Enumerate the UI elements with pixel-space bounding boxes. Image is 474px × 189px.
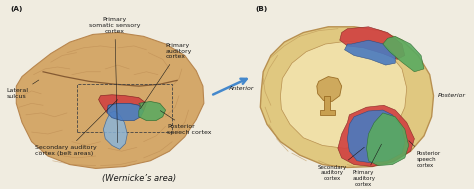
- Polygon shape: [260, 27, 434, 167]
- Polygon shape: [317, 77, 342, 101]
- Text: Posterior: Posterior: [438, 93, 466, 98]
- Bar: [77, 84, 172, 132]
- Polygon shape: [16, 33, 204, 168]
- Polygon shape: [319, 96, 335, 115]
- Text: (Wernicke’s area): (Wernicke’s area): [102, 174, 176, 183]
- Text: (B): (B): [255, 6, 268, 12]
- Text: Anterior: Anterior: [228, 86, 254, 91]
- Polygon shape: [340, 27, 405, 59]
- Text: Secondary
auditory
cortex: Secondary auditory cortex: [318, 147, 365, 181]
- Text: Posterior
speech cortex: Posterior speech cortex: [160, 111, 212, 135]
- Text: Primary
somatic sensory
cortex: Primary somatic sensory cortex: [89, 17, 141, 143]
- Text: Secondary auditory
cortex (belt areas): Secondary auditory cortex (belt areas): [36, 100, 118, 156]
- Polygon shape: [345, 40, 395, 65]
- Polygon shape: [281, 41, 407, 148]
- Polygon shape: [107, 103, 144, 121]
- Polygon shape: [347, 110, 405, 163]
- Text: Lateral
sulcus: Lateral sulcus: [7, 80, 39, 99]
- Polygon shape: [99, 95, 146, 113]
- Polygon shape: [338, 105, 414, 167]
- Text: Primary
auditory
cortex: Primary auditory cortex: [140, 43, 192, 109]
- Polygon shape: [366, 113, 409, 166]
- Polygon shape: [139, 101, 165, 121]
- Text: Primary
auditory
cortex: Primary auditory cortex: [352, 144, 382, 187]
- Polygon shape: [103, 111, 128, 149]
- FancyArrowPatch shape: [213, 79, 246, 94]
- Text: Posterior
speech
cortex: Posterior speech cortex: [409, 141, 440, 168]
- Text: (A): (A): [10, 6, 23, 12]
- Polygon shape: [383, 36, 424, 72]
